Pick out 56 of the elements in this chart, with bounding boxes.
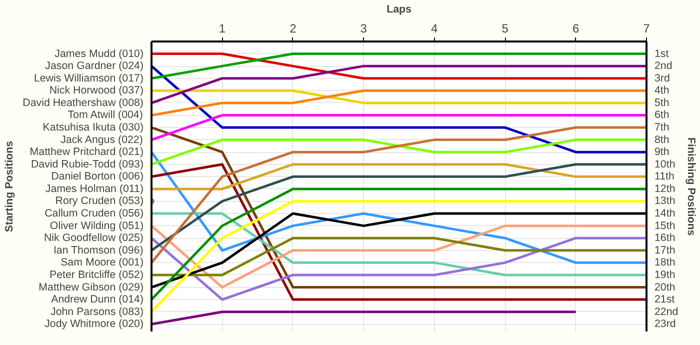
x-tick-label: 1 [218,22,226,36]
y2-tick-label: 8th [654,134,670,146]
series-label: Katsuhisa Ikuta (030) [42,122,144,134]
y2-tick-label: 3rd [654,72,670,84]
x-axis-title: Laps [386,4,412,16]
series-label: James Holman (011) [45,182,144,195]
series-label: Peter Britcliffe (052) [50,268,144,281]
x-tick-label: 7 [643,22,650,36]
series-label: David Heathershaw (008) [22,96,144,109]
y2-tick-label: 19th [654,268,676,281]
series-label: James Mudd (010) [54,48,144,60]
x-tick-label: 4 [431,22,438,36]
series-label: John Parsons (083) [50,306,144,318]
x-tick-label: 5 [502,22,509,36]
y2-tick-label: 20th [654,281,676,294]
series-label: Callum Cruden (056) [44,208,144,220]
y2-tick-label: 7th [654,122,670,134]
y2-tick-label: 1st [654,48,669,60]
series-label: Lewis Williamson (017) [34,72,144,84]
y2-tick-label: 9th [654,146,670,158]
series-label: David Rubie-Todd (093) [30,158,144,170]
x-tick-label: 2 [290,22,297,36]
y2-tick-label: 6th [654,109,670,122]
y2-tick-label: 17th [654,244,676,256]
y2-tick-label: 21st [654,294,675,306]
y2-tick-label: 11th [654,170,675,183]
series-label: Rory Cruden (053) [55,195,144,208]
series-label: Matthew Gibson (029) [38,281,144,294]
series-label: Nik Goodfellow (025) [44,232,144,244]
y2-tick-label: 18th [654,256,676,269]
series-label: Jody Whitmore (020) [44,318,144,330]
y2-tick-label: 12th [654,182,676,195]
y2-tick-label: 23rd [654,318,676,330]
series-label: Jason Gardner (024) [45,60,144,72]
y2-tick-label: 5th [654,96,670,109]
y2-tick-label: 2nd [654,60,672,72]
y2-axis-title: Finishing Positions [685,137,698,236]
series-label: Andrew Dunn (014) [51,294,144,306]
y2-tick-label: 14th [654,208,676,220]
series-label: Ian Thomson (096) [53,244,144,256]
series-label: Daniel Borton (006) [51,170,144,183]
y2-tick-label: 4th [654,84,670,97]
series-label: Jack Angus (022) [60,134,143,146]
x-tick-label: 6 [572,22,580,36]
series-label: Oliver Wilding (051) [50,220,144,232]
series-label: Tom Atwill (004) [68,109,143,122]
x-tick-label: 3 [360,22,368,36]
legend-title: Starting Positions [4,140,16,232]
y2-tick-label: 15th [654,220,676,232]
series-label: Nick Horwood (037) [49,84,144,97]
y2-tick-label: 13th [654,195,676,208]
y2-tick-label: 16th [654,232,676,244]
series-label: Sam Moore (001) [60,256,144,269]
y2-tick-label: 22nd [654,306,678,318]
y2-tick-label: 10th [654,158,676,170]
series-label: Matthew Pritchard (021) [30,146,144,158]
